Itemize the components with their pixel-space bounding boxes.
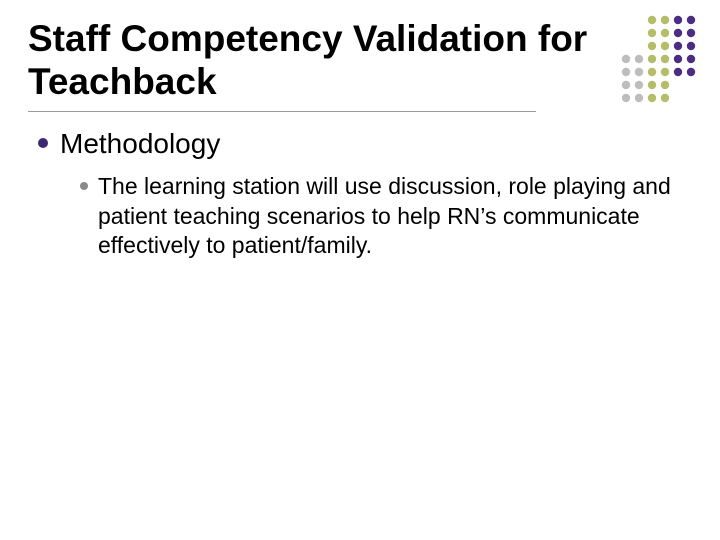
slide-title: Staff Competency Validation for Teachbac… xyxy=(28,18,692,103)
slide: Staff Competency Validation for Teachbac… xyxy=(0,0,720,540)
bullet-list-level1: Methodology The learning station will us… xyxy=(28,126,692,261)
bullet-text-level1: Methodology xyxy=(60,128,220,159)
title-underline xyxy=(28,111,536,112)
bullet-item-learning-station: The learning station will use discussion… xyxy=(76,172,692,260)
bullet-text-level2: The learning station will use discussion… xyxy=(98,173,671,258)
bullet-list-level2: The learning station will use discussion… xyxy=(60,172,692,260)
bullet-item-methodology: Methodology The learning station will us… xyxy=(34,126,692,261)
